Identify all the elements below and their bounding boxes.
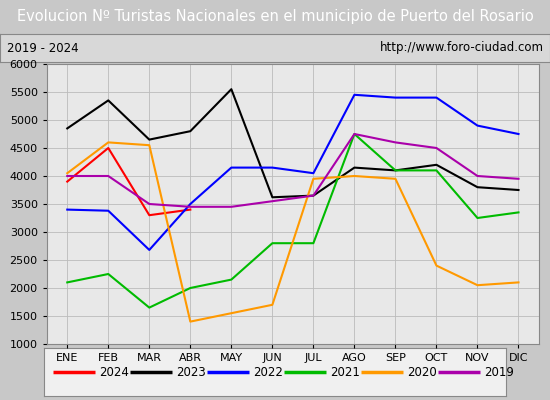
Text: Evolucion Nº Turistas Nacionales en el municipio de Puerto del Rosario: Evolucion Nº Turistas Nacionales en el m…	[16, 10, 534, 24]
Text: 2022: 2022	[254, 366, 283, 378]
Text: 2019 - 2024: 2019 - 2024	[7, 42, 78, 54]
Text: http://www.foro-ciudad.com: http://www.foro-ciudad.com	[379, 42, 543, 54]
Text: 2021: 2021	[331, 366, 360, 378]
Text: 2020: 2020	[408, 366, 437, 378]
Text: 2023: 2023	[177, 366, 206, 378]
Text: 2019: 2019	[485, 366, 514, 378]
Text: 2024: 2024	[100, 366, 129, 378]
